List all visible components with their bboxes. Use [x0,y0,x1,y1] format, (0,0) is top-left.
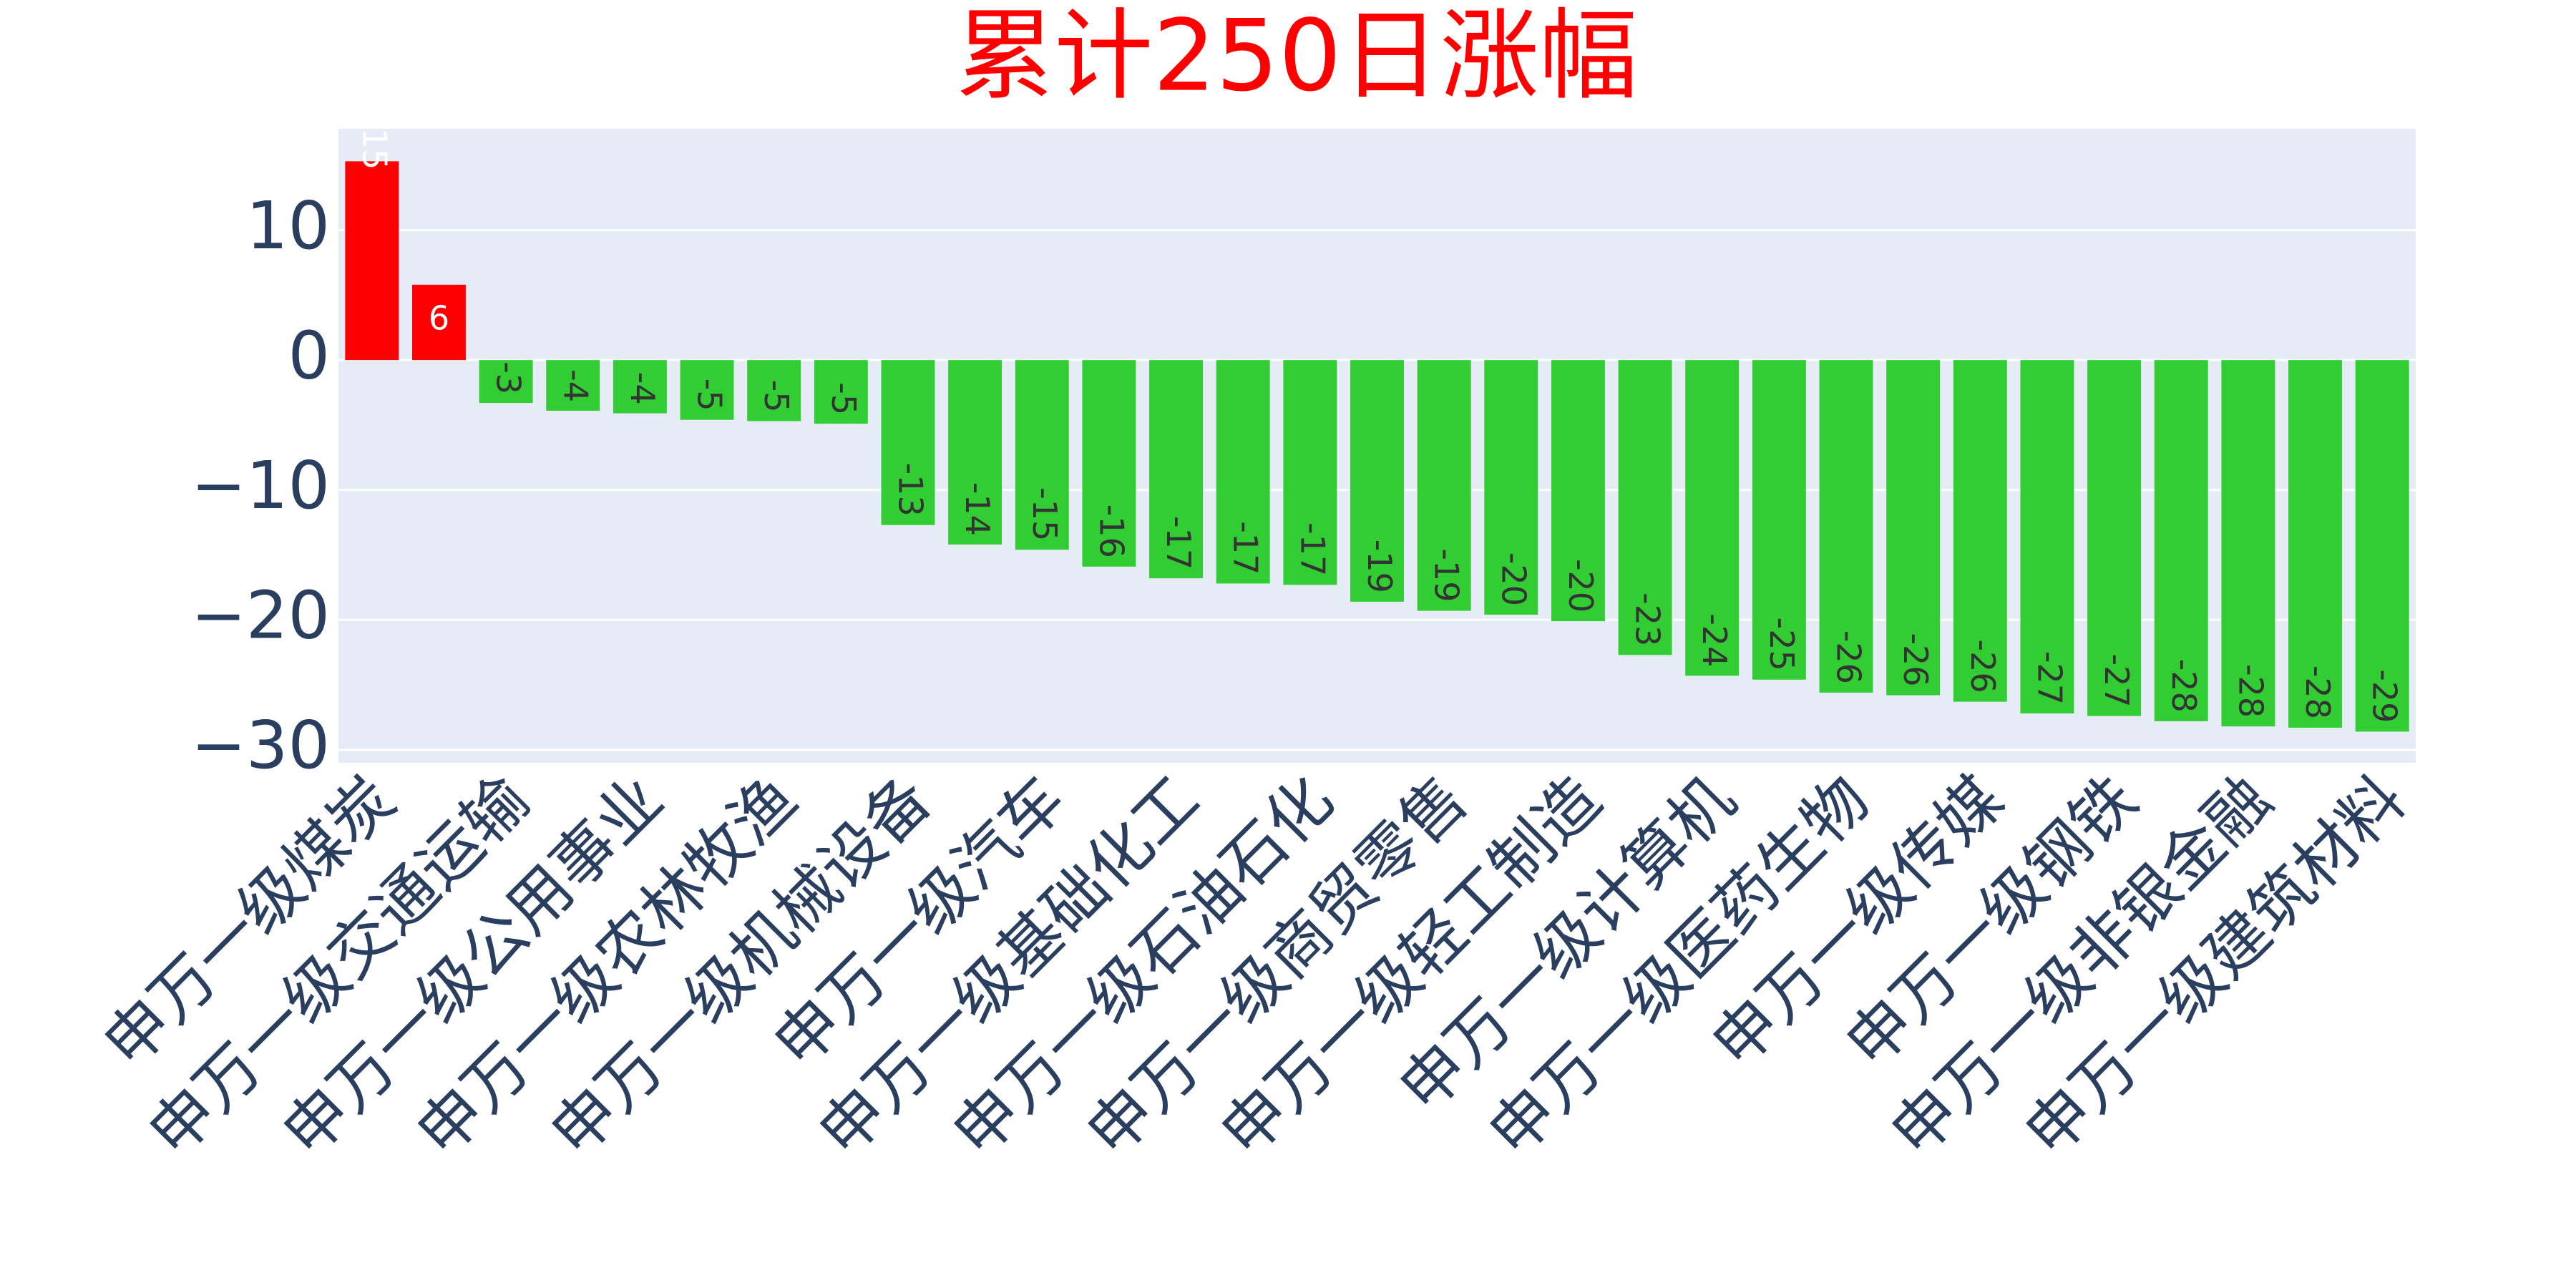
value-label: 15 [355,128,394,170]
bar [1283,360,1337,585]
value-label: 6 [429,298,449,337]
bar [479,360,533,404]
value-label: -14 [958,482,997,536]
value-label: -20 [1561,559,1600,613]
bar [1886,360,1941,696]
bar [2221,360,2275,727]
value-label: -26 [1896,633,1935,686]
y-tick-label: −30 [191,707,330,784]
value-label: -20 [1494,552,1533,606]
bar [1685,360,1740,676]
value-label: -3 [489,361,528,394]
value-label: -29 [2366,669,2404,723]
value-label: -26 [1830,630,1868,684]
bar [1350,360,1404,602]
value-label: -19 [1428,548,1466,602]
bar [2355,360,2409,732]
bar [814,360,868,424]
bar [613,360,667,414]
value-label: -26 [1963,640,2002,693]
y-tick-label: 10 [246,187,330,264]
value-label: -19 [1360,540,1399,593]
value-label: -28 [2165,659,2203,713]
value-label: -13 [891,463,930,517]
value-label: -27 [2097,653,2136,707]
bar [881,360,935,525]
y-tick-label: −10 [191,447,330,524]
bar [1551,360,1605,622]
bar [1484,360,1538,615]
bar [2087,360,2142,716]
value-label: -15 [1025,487,1064,541]
bar [1618,360,1672,655]
chart-title: 累计250日涨幅 [955,0,1637,114]
bar [1082,360,1136,567]
value-label: -5 [691,379,729,411]
value-label: -17 [1159,516,1198,570]
bar [2288,360,2342,728]
value-label: -5 [757,380,796,413]
bar [1417,360,1471,611]
value-label: -4 [556,369,595,402]
bar [747,360,801,421]
y-tick-label: −20 [191,577,330,654]
bar [412,284,466,361]
value-label: -4 [623,372,662,405]
value-label: -16 [1092,504,1131,558]
value-label: -17 [1293,522,1332,576]
value-label: -25 [1762,618,1801,671]
bar [1752,360,1806,680]
bar [1953,360,2007,702]
y-tick-label: 0 [288,318,330,394]
bar [948,360,1002,545]
bar [680,360,734,420]
value-label: -28 [2231,664,2270,718]
bar [1216,360,1270,584]
value-label: -28 [2298,665,2337,719]
bar [546,360,600,411]
value-label: -24 [1695,613,1734,667]
bar [1149,360,1204,579]
bar [1015,360,1069,550]
value-label: -5 [824,382,863,415]
value-label: -17 [1226,521,1265,575]
bar [345,161,399,361]
bar [2154,360,2208,721]
value-label: -23 [1629,592,1667,646]
bar [2020,360,2074,714]
value-label: -27 [2030,651,2069,705]
bar [1819,360,1873,693]
